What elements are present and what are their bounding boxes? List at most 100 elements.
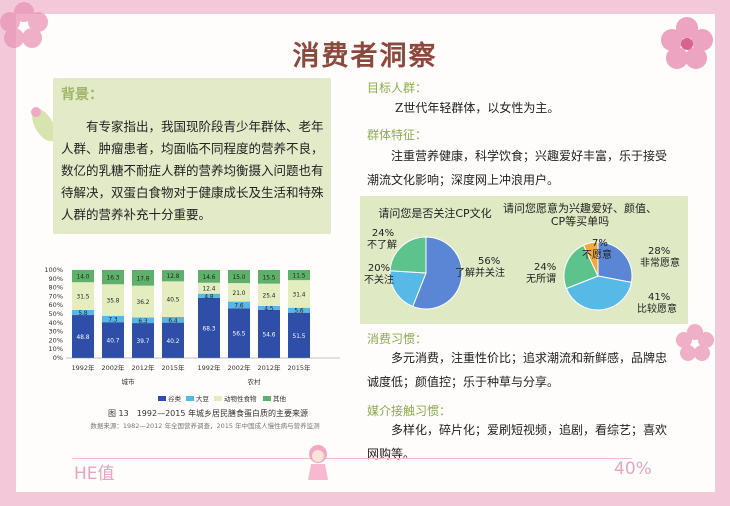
pie2-title: 请问您愿意为兴趣爱好、颜值、CP等买单吗 xyxy=(503,202,657,228)
bar-value-label: 54.6 xyxy=(263,332,276,338)
bar-segment-大豆 xyxy=(288,307,310,313)
bar-value-label: 36.2 xyxy=(137,300,150,306)
y-tick-label: 10% xyxy=(49,345,63,353)
legend-label: 谷类 xyxy=(168,394,182,403)
flower-decoration-icon xyxy=(0,2,48,48)
pie-slice-无所谓 xyxy=(563,244,599,290)
bar-value-label: 12.4 xyxy=(203,287,216,293)
x-tick-label: 2015年 xyxy=(161,363,185,372)
girl-mascot-icon xyxy=(308,445,328,480)
bar-value-label: 4.5 xyxy=(264,306,274,312)
pie-slice-非常愿意 xyxy=(597,241,633,283)
pie1-title: 请问您是否关注CP文化 xyxy=(378,207,492,220)
bar-value-label: 35.8 xyxy=(107,299,120,305)
leaf-decoration-icon xyxy=(31,107,56,142)
bar-value-label: 15.0 xyxy=(233,275,246,281)
pie2-label-pct: 28% xyxy=(648,246,671,257)
bar-value-label: 14.0 xyxy=(77,275,90,281)
pie-cp-attention xyxy=(389,236,463,310)
y-tick-label: 60% xyxy=(49,301,63,309)
bar-segment-其他 xyxy=(132,270,154,286)
pie2-label-pct: 41% xyxy=(648,292,671,303)
legend-swatch xyxy=(263,396,271,401)
footer-line xyxy=(72,458,632,459)
bar-segment-动物性食物 xyxy=(288,280,310,308)
bar-value-label: 39.7 xyxy=(137,339,150,345)
pie1-label-pct: 56% xyxy=(478,256,501,267)
bar-segment-谷类 xyxy=(72,315,94,358)
pie-slice-不愿意 xyxy=(582,241,599,277)
x-tick-label: 2002年 xyxy=(227,363,251,372)
x-tick-label: 2012年 xyxy=(131,363,155,372)
bar-segment-大豆 xyxy=(102,315,124,323)
bar-value-label: 31.5 xyxy=(77,295,90,301)
footer-right: 40% xyxy=(614,459,652,479)
pie-slice-了解并关注 xyxy=(412,236,463,310)
group-label: 城市 xyxy=(122,377,136,386)
bar-value-label: 40.2 xyxy=(167,339,180,345)
bar-segment-大豆 xyxy=(162,316,184,323)
bar-segment-动物性食物 xyxy=(198,282,220,294)
pie2-label: 不愿意 xyxy=(582,250,612,261)
bar-value-label: 25.4 xyxy=(263,293,276,299)
bar-segment-其他 xyxy=(72,269,94,283)
bar-value-label: 48.8 xyxy=(77,335,90,341)
chart-caption: 图 13 1992—2015 年城乡居民膳食蛋白质的主要来源 xyxy=(108,409,308,418)
bar-value-label: 31.4 xyxy=(293,292,306,298)
target-heading: 目标人群： xyxy=(367,81,428,95)
pie-charts xyxy=(389,236,633,311)
bar-segment-谷类 xyxy=(258,309,280,358)
traits-heading: 群体特征： xyxy=(367,128,428,142)
pie1-label: 不了解 xyxy=(367,240,397,251)
bar-value-label: 6.3 xyxy=(138,319,148,325)
traits-text: 注重营养健康，科学饮食；兴趣爱好丰富，乐于接受潮流文化影响；深度网上冲浪用户。 xyxy=(367,149,668,187)
bar-segment-动物性食物 xyxy=(162,281,184,317)
y-tick-label: 70% xyxy=(49,292,63,300)
pie2-label: 比较愿意 xyxy=(637,304,677,315)
bar-value-label: 11.5 xyxy=(293,274,306,280)
pie2-label-pct: 24% xyxy=(534,262,557,273)
y-tick-label: 50% xyxy=(49,310,63,318)
y-tick-label: 30% xyxy=(49,328,63,336)
y-tick-label: 80% xyxy=(49,284,63,292)
bar-value-label: 7.6 xyxy=(234,303,244,309)
pie1-label-pct: 20% xyxy=(367,263,391,274)
bar-segment-谷类 xyxy=(132,323,154,358)
footer-left: HE值 xyxy=(74,464,115,484)
media-text: 多样化，碎片化；爱刷短视频，追剧，看综艺；喜欢网购等。 xyxy=(367,423,668,461)
bar-segment-动物性食物 xyxy=(132,285,154,318)
y-tick-label: 100% xyxy=(44,266,63,274)
bar-value-label: 5.8 xyxy=(78,311,88,317)
group-label: 农村 xyxy=(248,377,262,386)
pie2-label: 非常愿意 xyxy=(640,258,680,269)
page-title: 消费者洞察 xyxy=(292,41,438,72)
bar-value-label: 6.4 xyxy=(168,318,178,324)
bar-value-label: 17.8 xyxy=(137,276,150,282)
bar-segment-其他 xyxy=(198,269,220,283)
pie1-label: 了解并关注 xyxy=(455,268,505,279)
pie2-label-pct: 7% xyxy=(592,238,608,249)
bar-segment-谷类 xyxy=(288,312,310,358)
bar-value-label: 5.6 xyxy=(294,309,304,315)
bar-segment-其他 xyxy=(228,269,250,284)
pie1-label: 不关注 xyxy=(364,275,394,286)
bar-value-label: 51.5 xyxy=(293,334,306,340)
bar-value-label: 40.7 xyxy=(107,339,120,345)
bar-segment-动物性食物 xyxy=(72,282,94,310)
protein-source-chart: 0%10%20%30%40%50%60%70%80%90%100% 48.8 5.8… xyxy=(44,266,340,403)
legend-swatch xyxy=(186,396,194,401)
background-panel: 背景： 有专家指出，我国现阶段青少年群体、老年人群、肿瘤患者，均面临不同程度的营… xyxy=(53,78,331,234)
bar-segment-其他 xyxy=(162,270,184,282)
bar-value-label: 40.5 xyxy=(167,298,180,304)
pie-willing-to-pay xyxy=(563,241,633,311)
legend-swatch xyxy=(214,396,222,401)
bar-segment-大豆 xyxy=(198,293,220,298)
bar-value-label: 56.5 xyxy=(233,332,246,338)
bar-segment-大豆 xyxy=(72,309,94,316)
y-tick-label: 20% xyxy=(49,336,63,344)
y-tick-label: 0% xyxy=(53,354,63,362)
bar-value-label: 12.8 xyxy=(167,274,180,280)
legend-label: 动物性食物 xyxy=(224,394,257,403)
flower-decoration-icon xyxy=(661,17,713,69)
